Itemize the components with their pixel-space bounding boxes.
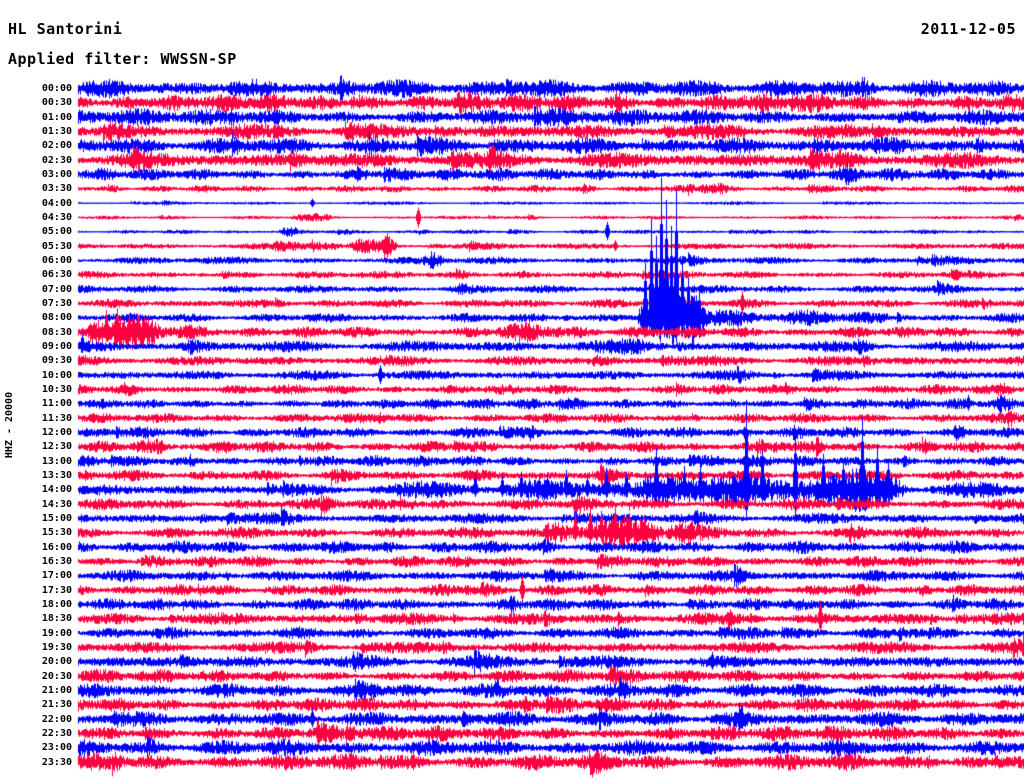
time-label: 12:00 — [41, 426, 72, 438]
time-label: 17:30 — [41, 584, 72, 596]
time-label: 16:00 — [41, 541, 72, 553]
time-label: 14:30 — [41, 498, 72, 510]
time-label: 23:00 — [41, 742, 72, 754]
time-label: 16:30 — [41, 555, 72, 567]
time-labels-column: 00:00 00:30 01:00 01:30 02:00 02:30 03:00 03:30… — [0, 0, 74, 780]
time-label: 09:00 — [41, 340, 72, 352]
time-label: 06:30 — [41, 269, 72, 281]
station-title: HL Santorini — [8, 20, 123, 38]
time-label: 15:30 — [41, 527, 72, 539]
time-label: 03:30 — [41, 183, 72, 195]
time-label: 02:00 — [41, 140, 72, 152]
time-label: 01:30 — [41, 125, 72, 137]
time-label: 12:30 — [41, 441, 72, 453]
time-label: 07:00 — [41, 283, 72, 295]
time-label: 13:00 — [41, 455, 72, 467]
time-label: 20:00 — [41, 656, 72, 668]
time-label: 14:00 — [41, 484, 72, 496]
time-label: 19:00 — [41, 627, 72, 639]
date-label: 2011-12-05 — [920, 20, 1016, 38]
time-label: 18:00 — [41, 598, 72, 610]
time-label: 05:30 — [41, 240, 72, 252]
time-label: 06:00 — [41, 254, 72, 266]
time-label: 00:00 — [41, 83, 72, 94]
time-label: 22:00 — [41, 713, 72, 725]
time-label: 13:30 — [41, 469, 72, 481]
time-label: 15:00 — [41, 512, 72, 524]
time-label: 17:00 — [41, 570, 72, 582]
time-label: 03:00 — [41, 168, 72, 180]
time-label: 21:30 — [41, 699, 72, 711]
time-label: 08:30 — [41, 326, 72, 338]
time-label: 05:00 — [41, 226, 72, 238]
time-label: 00:30 — [41, 97, 72, 109]
time-label: 21:00 — [41, 684, 72, 696]
time-label: 20:30 — [41, 670, 72, 682]
time-label: 04:00 — [41, 197, 72, 209]
time-label: 04:30 — [41, 211, 72, 223]
time-label: 10:00 — [41, 369, 72, 381]
time-label: 19:30 — [41, 641, 72, 653]
time-label: 01:00 — [41, 111, 72, 123]
filter-label: Applied filter: WWSSN-SP — [8, 50, 237, 68]
time-label: 23:30 — [41, 756, 72, 768]
time-label: 22:30 — [41, 727, 72, 739]
time-label: 02:30 — [41, 154, 72, 166]
time-label: 11:00 — [41, 398, 72, 410]
time-label: 10:30 — [41, 383, 72, 395]
time-label: 11:30 — [41, 412, 72, 424]
time-label: 07:30 — [41, 297, 72, 309]
time-label: 09:30 — [41, 355, 72, 367]
time-label: 18:30 — [41, 613, 72, 625]
time-label: 08:00 — [41, 312, 72, 324]
